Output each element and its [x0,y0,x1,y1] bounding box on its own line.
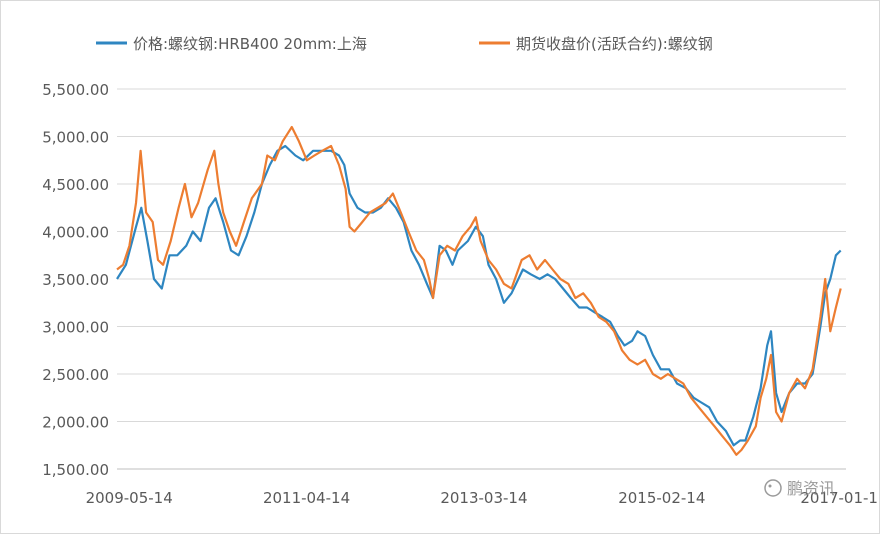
y-tick-label: 2,500.00 [42,366,109,384]
y-tick-label: 4,500.00 [42,176,109,194]
x-tick-label: 2011-04-14 [263,489,350,507]
legend-label-series-0: 价格:螺纹钢:HRB400 20mm:上海 [133,35,367,53]
y-tick-label: 1,500.00 [42,461,109,479]
y-tick-label: 2,000.00 [42,414,109,432]
watermark-text: 鹏资讯 [787,479,835,498]
legend: 价格:螺纹钢:HRB400 20mm:上海 期货收盘价(活跃合约):螺纹钢 [96,35,713,53]
watermark-icon [764,479,782,497]
x-tick-label: 2017-01-1 [800,489,878,507]
legend-label-series-1: 期货收盘价(活跃合约):螺纹钢 [516,35,713,53]
gridlines [117,88,846,470]
y-tick-label: 4,000.00 [42,224,109,242]
watermark: 鹏资讯 [764,479,835,498]
y-tick-label: 3,000.00 [42,319,109,337]
x-tick-label: 2009-05-14 [86,489,173,507]
series-line-1 [116,125,842,456]
y-axis-tick-labels: 1,500.00 2,000.00 2,500.00 3,000.00 3,500.00… [42,81,109,479]
x-axis-tick-labels: 2009-05-14 2011-04-14 2013-03-14 2015-02-14… [86,489,878,507]
x-tick-label: 2013-03-14 [440,489,527,507]
plot-series [116,125,842,456]
watermark-icon-inner [768,484,772,488]
y-tick-label: 5,500.00 [42,81,109,99]
series-line-0 [116,144,842,447]
y-tick-label: 3,500.00 [42,271,109,289]
y-tick-label: 5,000.00 [42,129,109,147]
x-tick-label: 2015-02-14 [618,489,705,507]
